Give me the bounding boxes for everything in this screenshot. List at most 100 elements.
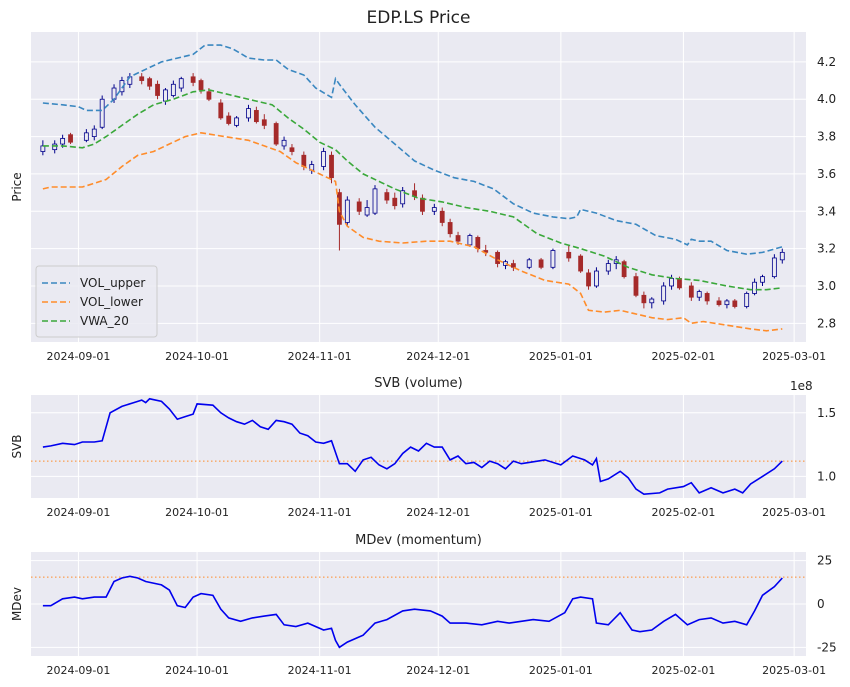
x-tick-label: 2024-12-01 bbox=[406, 506, 470, 519]
candle-body-down bbox=[206, 91, 212, 100]
x-tick-label: 2024-11-01 bbox=[288, 350, 352, 363]
candle-body-down bbox=[677, 278, 682, 289]
candle-body-down bbox=[289, 147, 295, 152]
x-tick-label: 2025-01-01 bbox=[529, 350, 593, 363]
x-tick-label: 2024-11-01 bbox=[288, 664, 352, 677]
y-tick-label: -25 bbox=[817, 640, 837, 654]
candle-body-up bbox=[281, 139, 287, 147]
y-tick-label: 1.0 bbox=[817, 469, 836, 483]
candle-body-up bbox=[321, 151, 327, 167]
candle-body-down bbox=[716, 300, 722, 306]
candle-body-up bbox=[779, 251, 785, 261]
y-tick-label: 1.5 bbox=[817, 406, 836, 420]
candle-body-up bbox=[696, 291, 702, 298]
candle-body-up bbox=[594, 270, 599, 287]
legend-entry: VOL_lower bbox=[80, 295, 143, 309]
y-scale-offset: 1e8 bbox=[790, 379, 813, 393]
candle-body-up bbox=[40, 145, 46, 152]
x-tick-label: 2024-10-01 bbox=[165, 664, 229, 677]
panel-title: EDP.LS Price bbox=[367, 8, 471, 28]
x-tick-label: 2025-01-01 bbox=[529, 506, 593, 519]
candle-body-down bbox=[226, 115, 232, 124]
x-tick-label: 2025-02-01 bbox=[651, 664, 715, 677]
candle-body-up bbox=[234, 117, 240, 126]
mdev-line bbox=[42, 575, 783, 649]
candle-body-up bbox=[724, 300, 730, 306]
plot-area bbox=[31, 32, 806, 342]
candle-body-down bbox=[621, 261, 627, 278]
candle-body-up bbox=[771, 257, 777, 278]
candle-body-down bbox=[301, 154, 307, 167]
candle-body-up bbox=[246, 108, 251, 119]
panel-title: SVB (volume) bbox=[374, 376, 463, 391]
series-line-vol-lower bbox=[42, 131, 783, 332]
candle-body-down bbox=[538, 259, 544, 268]
candle-body-up bbox=[649, 298, 655, 304]
x-tick-label: 2024-09-01 bbox=[46, 350, 110, 363]
candle-body-down bbox=[633, 276, 639, 296]
y-tick-label: 25 bbox=[817, 554, 832, 568]
candle-body-down bbox=[732, 300, 738, 307]
candle-body-down bbox=[329, 154, 334, 179]
svb-panel: 2024-09-01 2024-10-01 2024-11-01 2024-12-01… bbox=[10, 376, 836, 519]
y-tick-label: 3.8 bbox=[817, 130, 836, 144]
candle-body-up bbox=[605, 263, 611, 272]
x-tick-label: 2024-10-01 bbox=[165, 506, 229, 519]
y-tick-label: 4.2 bbox=[817, 55, 836, 69]
y-tick-label: 2.8 bbox=[817, 316, 836, 330]
legend-entry: VOL_upper bbox=[80, 276, 145, 290]
candle-body-up bbox=[669, 278, 674, 287]
candle-body-up bbox=[170, 83, 176, 96]
mdev-panel: 2024-09-01 2024-10-01 2024-11-01 2024-12-01… bbox=[10, 533, 837, 677]
x-tick-label: 2025-02-01 bbox=[651, 506, 715, 519]
legend-entry: VWA_20 bbox=[80, 314, 129, 328]
price-panel: 2024-09-01 2024-10-01 2024-11-01 2024-12-01… bbox=[10, 8, 836, 363]
candle-body-down bbox=[384, 192, 390, 201]
x-tick-label: 2024-09-01 bbox=[46, 506, 110, 519]
candle-body-down bbox=[68, 134, 73, 143]
candle-body-up bbox=[752, 281, 757, 294]
x-tick-label: 2025-03-01 bbox=[762, 664, 826, 677]
candle-body-up bbox=[344, 199, 350, 223]
x-tick-label: 2025-03-01 bbox=[762, 506, 826, 519]
svb-line bbox=[42, 397, 783, 496]
candle-body-up bbox=[760, 276, 765, 283]
plot-area bbox=[31, 395, 806, 498]
candle-body-up bbox=[111, 87, 117, 100]
x-tick-label: 2024-09-01 bbox=[46, 664, 110, 677]
candle-body-up bbox=[550, 250, 556, 268]
candle-body-up bbox=[364, 207, 370, 216]
candle-body-up bbox=[178, 78, 184, 89]
x-tick-label: 2025-03-01 bbox=[762, 350, 826, 363]
x-tick-label: 2025-01-01 bbox=[529, 664, 593, 677]
candle-body-down bbox=[704, 293, 710, 302]
x-tick-label: 2024-10-01 bbox=[165, 350, 229, 363]
x-tick-label: 2025-02-01 bbox=[651, 350, 715, 363]
y-tick-label: 0 bbox=[817, 597, 825, 611]
y-tick-label: 4.0 bbox=[817, 92, 836, 106]
candle-body-down bbox=[439, 210, 445, 223]
x-tick-label: 2024-12-01 bbox=[406, 350, 470, 363]
candle-body-down bbox=[392, 197, 398, 207]
candle-body-up bbox=[526, 259, 532, 268]
candle-body-down bbox=[641, 294, 647, 304]
candle-body-down bbox=[218, 102, 224, 119]
candle-body-down bbox=[455, 235, 461, 242]
y-axis-label: Price bbox=[10, 172, 24, 201]
y-axis-label: SVB bbox=[10, 434, 24, 458]
candle-body-down bbox=[155, 83, 160, 96]
candle-body-up bbox=[744, 293, 750, 307]
candle-body-down bbox=[139, 76, 145, 81]
series-line-vol-upper bbox=[42, 44, 783, 256]
legend: VOL_upper VOL_lower VWA_20 bbox=[35, 265, 158, 338]
candle-body-down bbox=[261, 119, 267, 126]
y-tick-label: 3.2 bbox=[817, 242, 836, 256]
candle-body-down bbox=[578, 255, 584, 272]
candle-body-up bbox=[83, 132, 89, 141]
candle-body-up bbox=[400, 190, 406, 205]
candle-body-down bbox=[688, 285, 694, 298]
candle-body-down bbox=[147, 78, 153, 87]
candle-body-up bbox=[372, 188, 378, 214]
candle-body-down bbox=[420, 197, 425, 212]
